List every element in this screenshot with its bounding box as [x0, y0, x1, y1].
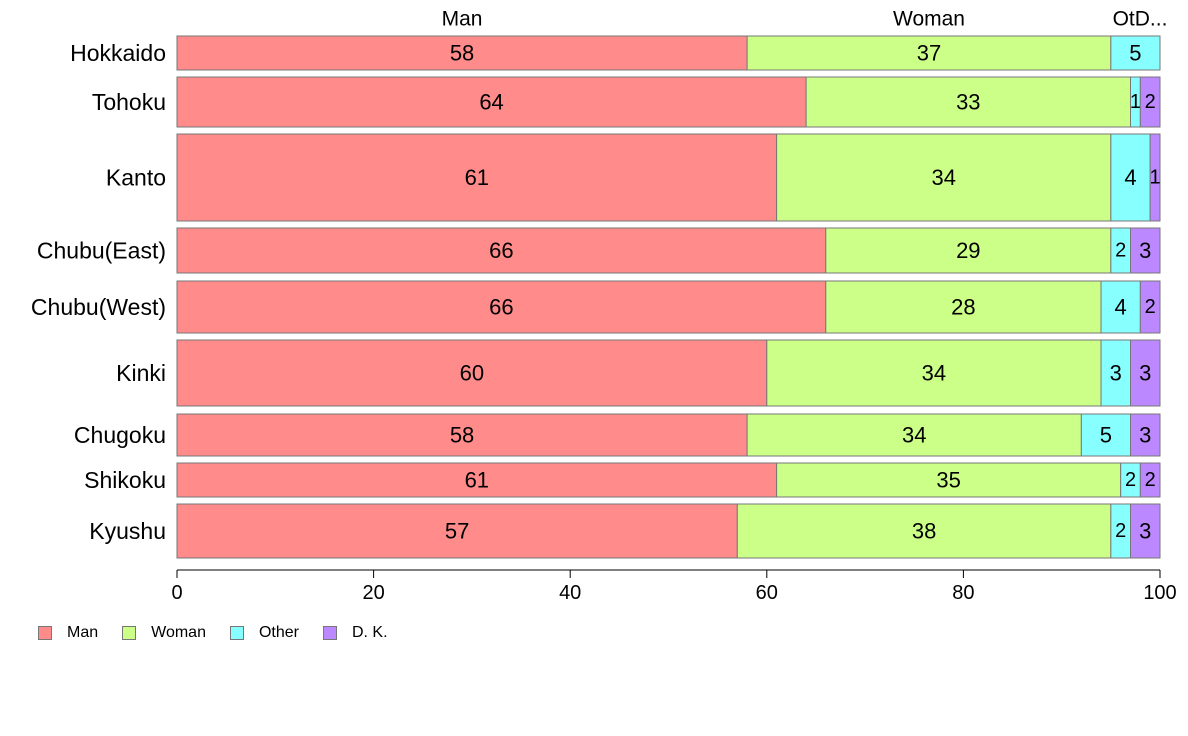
- bar-segment-tohoku-1: [805, 76, 1132, 128]
- data-label: 57: [445, 519, 469, 544]
- legend-label-dk: D. K.: [351, 624, 388, 641]
- data-label: 28: [951, 295, 975, 320]
- category-label: Kanto: [106, 165, 166, 191]
- bar-segment-chugoku-3: [1130, 413, 1161, 457]
- bar-segment-hokkaido-2: [1110, 35, 1161, 71]
- bar-segment-hokkaido-0: [176, 35, 748, 71]
- bar-segment-chubuwest-0: [176, 280, 827, 334]
- data-label: 3: [1139, 519, 1151, 544]
- legend-swatch-man: [38, 626, 52, 640]
- bar-segment-shikoku-3: [1139, 462, 1161, 498]
- data-label: 60: [460, 361, 484, 386]
- category-label: Chubu(West): [31, 294, 166, 320]
- bar-segment-tohoku-3: [1139, 76, 1161, 128]
- legend-swatch-dk: [322, 626, 337, 640]
- bar-segment-kyushu-1: [736, 503, 1112, 559]
- top-label: Woman: [893, 8, 965, 31]
- top-label: OtD...: [1113, 8, 1168, 31]
- x-tick-label: 80: [952, 582, 974, 604]
- data-label: 66: [489, 238, 513, 263]
- bar-segment-chugoku-0: [176, 413, 748, 457]
- bar-segment-kyushu-3: [1130, 503, 1161, 559]
- category-label: Kyushu: [89, 518, 166, 544]
- category-label: Chubu(East): [37, 238, 166, 264]
- bar-segment-chugoku-1: [746, 413, 1082, 457]
- bar-segment-chubueast-3: [1130, 227, 1161, 274]
- data-label: 64: [479, 90, 503, 115]
- x-tick-label: 20: [362, 582, 384, 604]
- data-label: 1: [1150, 167, 1161, 189]
- top-label: Man: [442, 8, 483, 31]
- data-label: 5: [1100, 423, 1112, 448]
- bar-segment-kanto-3: [1149, 133, 1161, 222]
- bar-segment-kinki-3: [1130, 339, 1161, 407]
- data-label: 2: [1145, 91, 1156, 113]
- data-label: 58: [450, 41, 474, 66]
- bar-segment-chubueast-1: [825, 227, 1112, 274]
- data-label: 2: [1145, 296, 1156, 318]
- bar-segment-kinki-2: [1100, 339, 1132, 407]
- data-label: 66: [489, 295, 513, 320]
- data-label: 35: [936, 468, 960, 493]
- category-label: Hokkaido: [70, 40, 166, 66]
- data-label: 3: [1139, 238, 1151, 263]
- x-tick-label: 100: [1143, 582, 1176, 604]
- data-label: 3: [1110, 361, 1122, 386]
- data-label: 37: [917, 41, 941, 66]
- bar-segment-kanto-0: [176, 133, 778, 222]
- bar-segment-kinki-0: [176, 339, 768, 407]
- bar-segment-shikoku-0: [176, 462, 778, 498]
- legend-label-woman: Woman: [151, 624, 206, 641]
- category-label: Chugoku: [74, 422, 166, 448]
- bar-segment-kanto-1: [776, 133, 1112, 222]
- x-tick-label: 0: [171, 582, 182, 604]
- data-label: 34: [902, 423, 926, 448]
- legend-swatch-other: [229, 626, 244, 640]
- category-label: Shikoku: [84, 467, 166, 493]
- data-label: 2: [1115, 240, 1126, 262]
- legend-label-other: Other: [258, 624, 299, 641]
- data-label: 2: [1125, 469, 1136, 491]
- data-label: 34: [922, 361, 946, 386]
- data-label: 61: [465, 165, 489, 190]
- x-tick-label: 40: [559, 582, 581, 604]
- data-label: 38: [912, 519, 936, 544]
- bar-segment-chubuwest-2: [1100, 280, 1141, 334]
- data-label: 2: [1145, 469, 1156, 491]
- data-label: 33: [956, 90, 980, 115]
- data-label: 29: [956, 238, 980, 263]
- data-label: 3: [1139, 361, 1151, 386]
- bar-segment-shikoku-1: [776, 462, 1122, 498]
- legend-item-dk: D. K.: [322, 624, 388, 642]
- data-label: 4: [1124, 165, 1136, 190]
- data-label: 4: [1115, 295, 1127, 320]
- data-label: 5: [1129, 41, 1141, 66]
- bar-segment-tohoku-0: [176, 76, 807, 128]
- data-label: 1: [1130, 91, 1141, 113]
- data-label: 58: [450, 423, 474, 448]
- data-label: 34: [931, 165, 955, 190]
- category-label: Tohoku: [92, 89, 166, 115]
- bar-segment-kinki-1: [766, 339, 1102, 407]
- data-label: 61: [465, 468, 489, 493]
- legend-item-other: Other: [229, 624, 299, 642]
- legend: Man Woman Other D. K.: [38, 624, 412, 642]
- legend-item-man: Man: [38, 624, 98, 642]
- bar-segment-hokkaido-1: [746, 35, 1112, 71]
- bar-segment-chubuwest-1: [825, 280, 1102, 334]
- category-label: Kinki: [116, 360, 166, 386]
- legend-label-man: Man: [67, 624, 99, 641]
- legend-swatch-woman: [122, 626, 137, 640]
- legend-item-woman: Woman: [122, 624, 206, 642]
- x-tick-label: 60: [756, 582, 778, 604]
- bar-segment-chubueast-0: [176, 227, 827, 274]
- data-label: 2: [1115, 520, 1126, 542]
- data-label: 3: [1139, 423, 1151, 448]
- bar-segment-chubuwest-3: [1139, 280, 1161, 334]
